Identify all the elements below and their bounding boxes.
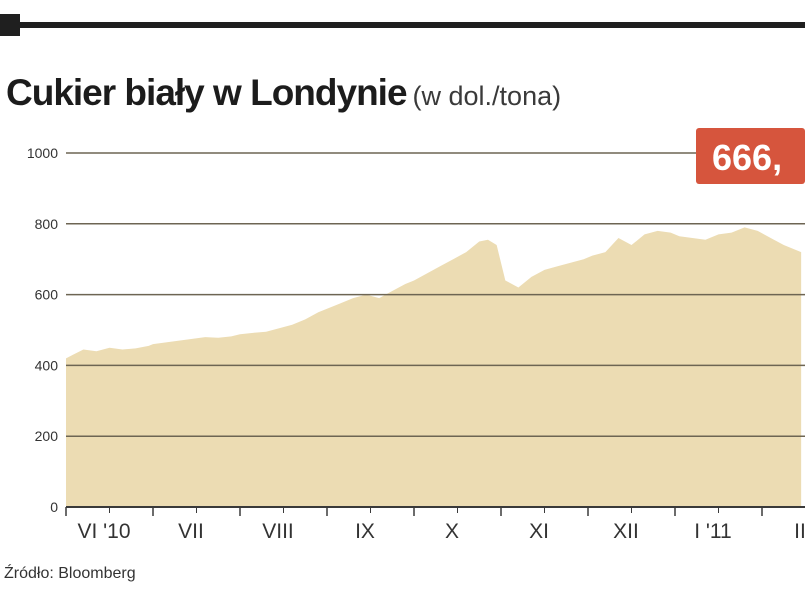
price-area xyxy=(66,227,802,507)
title-row: Cukier biały w Londynie (w dol./tona) xyxy=(6,72,561,114)
x-tick-label-1: VII xyxy=(178,520,204,543)
top-rule xyxy=(0,22,805,28)
x-tick-label-7: I '11 xyxy=(694,520,731,543)
x-tick-label-2: VIII xyxy=(262,520,294,543)
x-tick-label-4: X xyxy=(445,520,459,543)
chart-subtitle: (w dol./tona) xyxy=(412,81,562,111)
y-tick-label-200: 200 xyxy=(35,428,59,444)
y-tick-label-0: 0 xyxy=(50,499,58,515)
x-tick-label-8: II xyxy=(794,520,805,543)
x-tick-label-6: XII xyxy=(613,520,639,543)
top-rule-marker xyxy=(0,14,20,36)
last-value-label: 666, xyxy=(712,137,782,178)
y-tick-label-800: 800 xyxy=(35,216,59,232)
y-tick-label-400: 400 xyxy=(35,357,59,373)
x-tick-label-5: XI xyxy=(529,520,549,543)
source-note: Źródło: Bloomberg xyxy=(4,565,136,582)
chart-title: Cukier biały w Londynie xyxy=(6,72,408,113)
x-tick-label-0: VI '10 xyxy=(77,520,130,543)
y-tick-label-600: 600 xyxy=(35,287,59,303)
last-value-callout xyxy=(696,128,805,184)
y-tick-label-1000: 1000 xyxy=(27,145,58,161)
x-tick-label-3: IX xyxy=(355,520,375,543)
